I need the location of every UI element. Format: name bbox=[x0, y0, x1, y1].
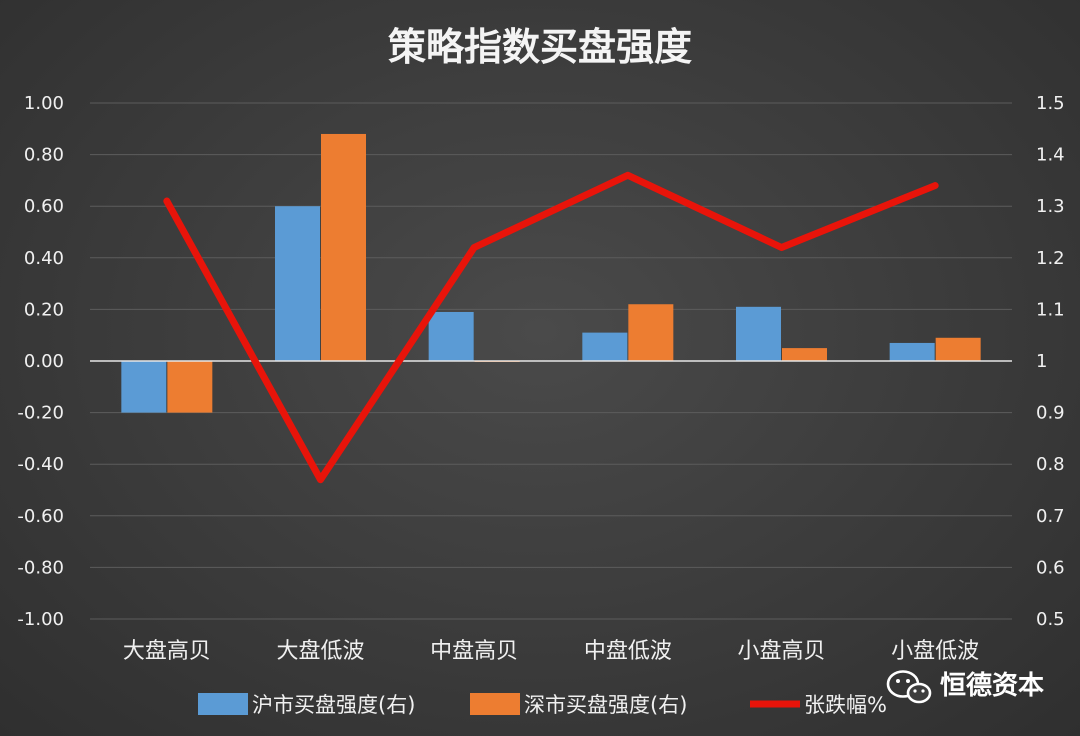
chart-title: 策略指数买盘强度 bbox=[388, 24, 692, 69]
category-label: 小盘高贝 bbox=[737, 639, 825, 664]
left-tick-label: -0.20 bbox=[17, 403, 64, 424]
right-axis-ticks: 1.5 1.4 1.3 1.2 1.1 1 0.9 0.8 0.7 0.6 0.5 bbox=[1036, 93, 1065, 630]
legend-swatch bbox=[470, 693, 520, 715]
category-label: 大盘高贝 bbox=[123, 639, 211, 664]
bar-sh bbox=[889, 342, 935, 361]
right-tick-label: 0.7 bbox=[1036, 506, 1065, 527]
right-tick-label: 1.2 bbox=[1036, 248, 1065, 269]
right-tick-label: 1.3 bbox=[1036, 196, 1065, 217]
bar-sh bbox=[121, 361, 167, 413]
right-tick-label: 0.9 bbox=[1036, 403, 1065, 424]
bar-sz bbox=[628, 304, 674, 361]
wechat-icon bbox=[886, 670, 932, 704]
line-series-path bbox=[163, 171, 939, 484]
left-tick-label: 0.80 bbox=[24, 145, 64, 166]
left-axis-ticks: 1.00 0.80 0.60 0.40 0.20 0.00 -0.20 -0.40 -0.60 -… bbox=[17, 93, 64, 630]
category-label: 中盘低波 bbox=[584, 639, 672, 664]
legend: 沪市买盘强度(右) 深市买盘强度(右) 张跌幅% bbox=[198, 693, 887, 717]
legend-label: 张跌幅% bbox=[804, 693, 887, 717]
left-tick-label: 0.20 bbox=[24, 299, 64, 320]
right-tick-label: 1 bbox=[1036, 351, 1047, 372]
left-tick-label: -1.00 bbox=[17, 609, 64, 630]
right-tick-label: 0.6 bbox=[1036, 557, 1065, 578]
left-tick-label: 1.00 bbox=[24, 93, 64, 114]
category-labels: 大盘高贝 大盘低波 中盘高贝 中盘低波 小盘高贝 小盘低波 bbox=[123, 639, 979, 664]
category-label: 中盘高贝 bbox=[430, 639, 518, 664]
bar-sz bbox=[935, 337, 981, 361]
bar-sh bbox=[428, 311, 474, 361]
legend-swatch bbox=[198, 693, 248, 715]
legend-label: 沪市买盘强度(右) bbox=[252, 693, 415, 717]
bars bbox=[121, 133, 981, 413]
bar-sz bbox=[321, 133, 366, 361]
right-tick-label: 0.8 bbox=[1036, 454, 1065, 475]
left-tick-label: 0.40 bbox=[24, 248, 64, 269]
left-tick-label: 0.00 bbox=[24, 351, 64, 372]
left-tick-label: -0.80 bbox=[17, 557, 64, 578]
bar-sz bbox=[167, 361, 213, 413]
gridlines bbox=[90, 102, 1012, 620]
line-series bbox=[163, 171, 939, 484]
bar-sz bbox=[782, 348, 827, 361]
bar-sh bbox=[275, 206, 320, 361]
legend-label: 深市买盘强度(右) bbox=[524, 693, 687, 717]
watermark-text: 恒德资本 bbox=[940, 671, 1044, 701]
left-tick-label: -0.60 bbox=[17, 506, 64, 527]
category-label: 大盘低波 bbox=[276, 639, 364, 664]
right-tick-label: 1.4 bbox=[1036, 145, 1065, 166]
right-tick-label: 1.5 bbox=[1036, 93, 1065, 114]
watermark: 恒德资本 bbox=[886, 670, 1044, 704]
right-tick-label: 0.5 bbox=[1036, 609, 1065, 630]
left-tick-label: 0.60 bbox=[24, 196, 64, 217]
left-tick-label: -0.40 bbox=[17, 454, 64, 475]
category-label: 小盘低波 bbox=[891, 639, 979, 664]
right-tick-label: 1.1 bbox=[1036, 299, 1065, 320]
bar-sh bbox=[582, 332, 628, 361]
bar-sh bbox=[736, 306, 781, 361]
